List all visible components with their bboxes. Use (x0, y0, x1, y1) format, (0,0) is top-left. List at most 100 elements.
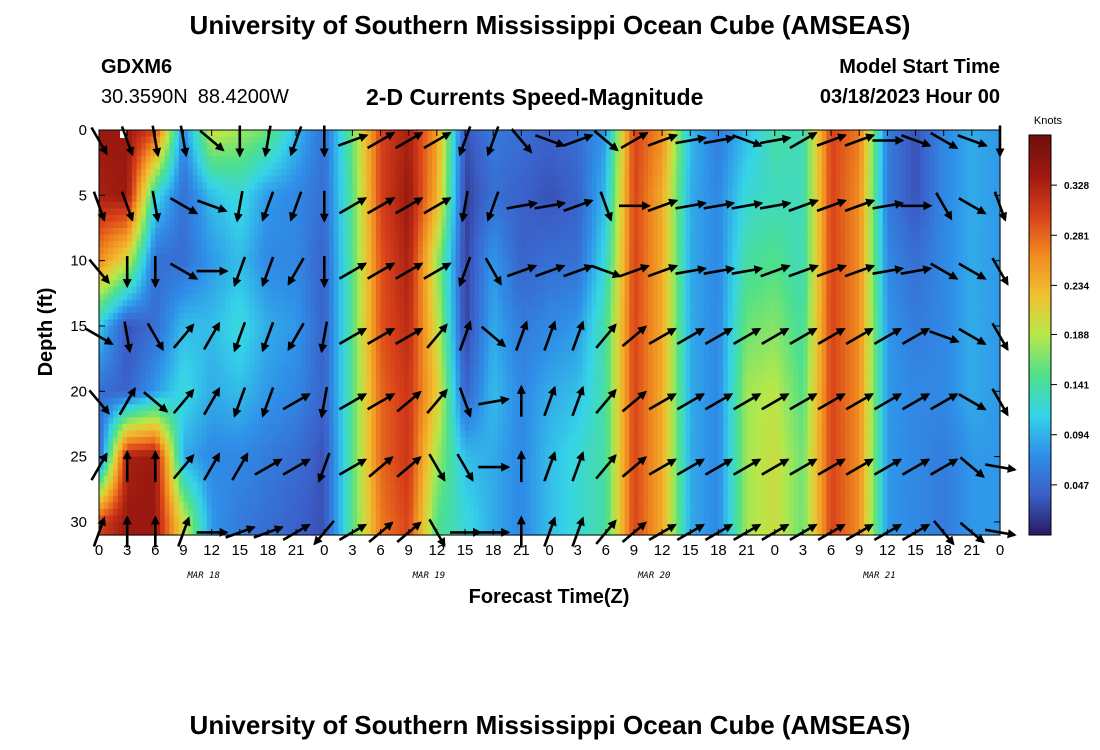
heat-cell (108, 254, 114, 262)
heat-cell (450, 319, 457, 327)
heat-cell (160, 515, 166, 523)
heat-cell (253, 149, 260, 157)
heat-cell (230, 319, 236, 327)
heat-cell (286, 227, 292, 236)
heat-cell (404, 450, 410, 458)
heat-cell (155, 397, 161, 405)
heat-cell (136, 437, 142, 445)
heat-cell (113, 521, 119, 530)
heat-cell (183, 208, 189, 216)
heat-cell (263, 130, 269, 138)
heat-cell (221, 443, 227, 451)
heat-cell (188, 221, 194, 229)
heat-cell (291, 188, 297, 196)
heat-cell (333, 156, 339, 164)
heat-cell (432, 195, 438, 203)
heat-cell (272, 214, 278, 223)
heat-cell (305, 410, 311, 419)
heat-cell (389, 143, 396, 151)
heat-cell (108, 502, 114, 510)
heat-cell (465, 227, 471, 236)
heat-cell (408, 339, 415, 347)
heat-cell (455, 156, 461, 164)
heat-cell (127, 293, 133, 301)
heat-cell (455, 169, 461, 177)
heat-cell (277, 417, 283, 425)
heat-cell (160, 247, 166, 255)
heat-cell (282, 417, 288, 425)
heat-cell (99, 384, 105, 392)
heat-cell (188, 286, 194, 294)
heat-cell (333, 365, 339, 373)
heat-cell (263, 312, 269, 321)
heat-cell (286, 489, 292, 497)
heat-cell (188, 175, 194, 183)
heat-cell (188, 463, 194, 471)
heat-cell (446, 312, 452, 321)
heat-cell (432, 430, 438, 438)
heat-cell (178, 463, 185, 471)
heat-cell (347, 286, 353, 294)
heat-cell (211, 384, 217, 392)
heat-cell (197, 430, 203, 438)
heat-cell (277, 241, 283, 249)
heat-cell (465, 306, 471, 314)
heat-cell (155, 502, 161, 510)
heat-cell (450, 130, 457, 138)
heat-cell (352, 182, 358, 190)
heat-cell (446, 149, 452, 157)
heat-cell (366, 410, 372, 419)
heat-cell (103, 365, 109, 373)
heat-cell (225, 254, 231, 262)
heat-cell (338, 214, 344, 223)
heat-cell (371, 208, 377, 216)
heat-cell (225, 325, 231, 334)
heat-cell (136, 227, 142, 236)
heat-cell (328, 365, 335, 373)
heat-cell (113, 182, 119, 190)
heat-cell (343, 267, 349, 275)
heat-cell (343, 482, 349, 490)
heat-cell (127, 371, 133, 379)
heat-cell (239, 293, 246, 301)
heat-cell (436, 325, 443, 334)
heat-cell (202, 404, 208, 412)
heat-cell (469, 423, 476, 432)
heat-cell (267, 489, 274, 497)
heat-cell (216, 502, 222, 510)
heat-cell (272, 450, 278, 458)
heat-cell (394, 502, 400, 510)
heat-cell (436, 260, 443, 268)
heat-cell (455, 417, 461, 425)
heat-cell (465, 182, 471, 190)
heat-cell (286, 358, 292, 366)
heat-cell (272, 358, 278, 366)
heat-cell (469, 332, 476, 340)
heat-cell (371, 312, 377, 321)
heat-cell (328, 293, 335, 301)
heat-cell (174, 397, 180, 405)
heat-cell (277, 325, 283, 334)
heat-cell (183, 162, 189, 170)
heat-cell (249, 136, 255, 144)
heat-cell (192, 423, 199, 432)
heat-cell (343, 463, 349, 471)
heat-cell (174, 273, 180, 281)
heat-cell (258, 463, 264, 471)
heat-cell (277, 365, 283, 373)
heat-cell (361, 482, 368, 490)
heat-cell (375, 345, 382, 353)
heat-cell (282, 169, 288, 177)
heat-cell (460, 365, 466, 373)
heat-cell (216, 332, 222, 340)
heat-cell (333, 482, 339, 490)
heat-cell (441, 423, 447, 432)
heat-cell (216, 508, 222, 516)
heat-cell (225, 456, 231, 464)
heat-cell (211, 443, 217, 451)
heat-cell (418, 437, 424, 445)
heat-cell (178, 195, 185, 203)
heat-cell (174, 214, 180, 223)
heat-cell (131, 221, 138, 229)
heat-cell (136, 221, 142, 229)
